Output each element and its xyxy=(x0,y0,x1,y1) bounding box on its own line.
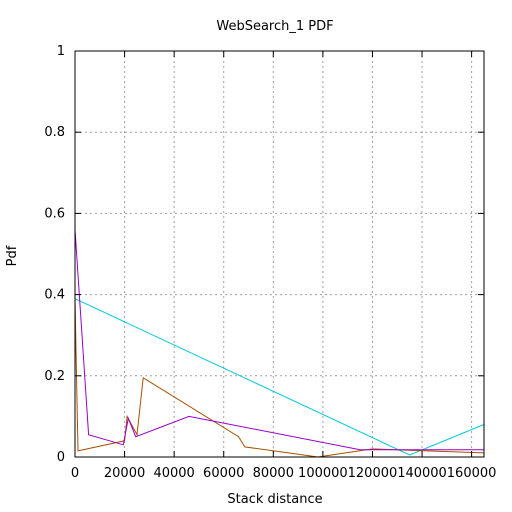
x-tick-label: 60000 xyxy=(203,466,244,481)
y-tick-label: 0.2 xyxy=(44,369,65,384)
x-tick-label: 160000 xyxy=(447,466,497,481)
x-tick-label: 40000 xyxy=(153,466,194,481)
series-line-3 xyxy=(74,229,484,451)
y-tick-label: 0.4 xyxy=(44,288,65,303)
y-tick-label: 0 xyxy=(57,450,65,465)
x-tick-label: 80000 xyxy=(253,466,294,481)
x-tick-label: 0 xyxy=(71,466,79,481)
y-axis-label: Pdf xyxy=(5,245,20,266)
grid-lines xyxy=(75,51,484,457)
y-tick-label: 0.8 xyxy=(44,125,65,140)
tick-labels: 0 20000 40000 60000 80000 100000 120000 140000 1… xyxy=(44,44,496,481)
axis-ticks xyxy=(74,50,484,458)
x-axis-label: Stack distance xyxy=(227,492,322,507)
x-tick-label: 20000 xyxy=(104,466,145,481)
y-tick-label: 0.6 xyxy=(44,206,65,221)
x-tick-label: 140000 xyxy=(397,466,447,481)
x-tick-label: 100000 xyxy=(298,466,348,481)
series-line-1 xyxy=(74,298,485,456)
plot-frame xyxy=(74,50,485,458)
x-tick-label: 120000 xyxy=(348,466,398,481)
y-tick-label: 1 xyxy=(57,44,65,59)
series-group xyxy=(74,229,485,458)
chart-title: WebSearch_1 PDF xyxy=(216,19,333,34)
series-line-2 xyxy=(74,298,485,458)
